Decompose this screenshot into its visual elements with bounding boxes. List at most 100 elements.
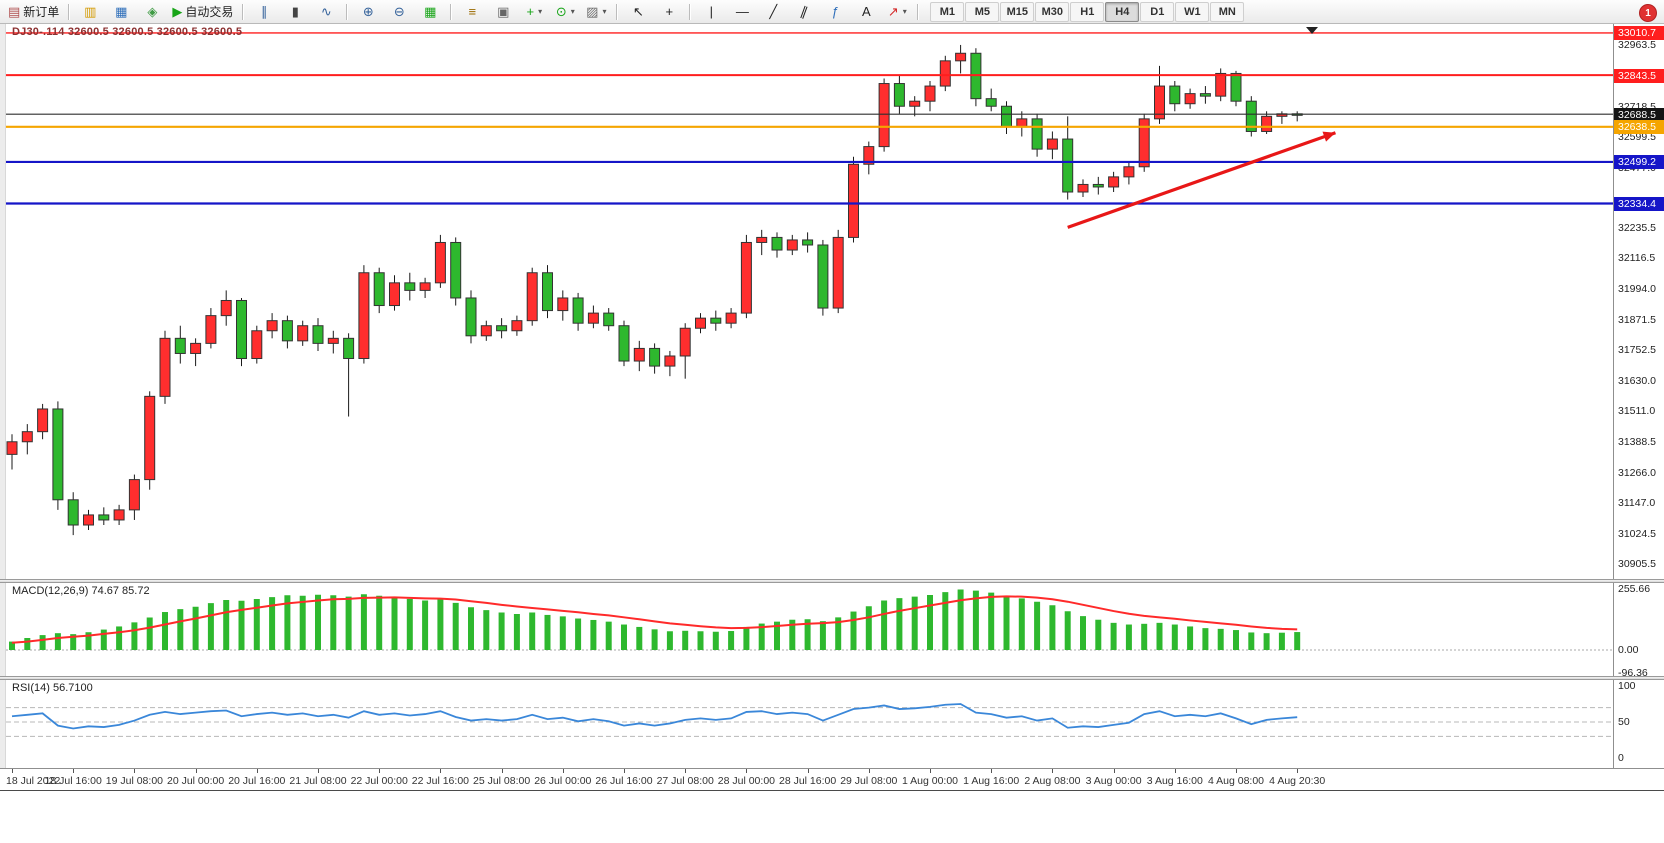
trend-arrow[interactable]	[1067, 131, 1336, 229]
panel-separator[interactable]	[0, 579, 1664, 583]
add-indicator-button[interactable]: +	[519, 1, 549, 23]
bar-chart-icon: ∥	[261, 4, 268, 19]
price-tick: 32963.5	[1618, 38, 1656, 51]
price-badge: 32499.2	[1614, 155, 1664, 170]
timeframe-H4[interactable]: H4	[1105, 1, 1140, 22]
zoom-in-button[interactable]: ⊕	[353, 1, 383, 23]
timeframe-M5[interactable]: M5	[965, 1, 1000, 22]
time-label: 22 Jul 00:00	[350, 775, 408, 787]
zoom-in-icon: ⊕	[362, 4, 374, 19]
main-chart-plot[interactable]	[6, 24, 1613, 579]
template-icon: ▨	[586, 4, 599, 19]
time-axis-tick	[440, 769, 442, 773]
candle	[955, 44, 967, 74]
notification-badge[interactable]: 1	[1639, 4, 1657, 22]
timeframe-M1[interactable]: M1	[930, 1, 965, 22]
candle	[373, 267, 385, 314]
candle	[266, 313, 278, 339]
price-badge: 32334.4	[1614, 197, 1664, 212]
cursor-button[interactable]: ↖	[623, 1, 653, 23]
candle	[557, 290, 569, 321]
candle	[603, 308, 615, 331]
arrows-button[interactable]: ↗	[882, 1, 912, 23]
indicators-button[interactable]: ≡	[457, 1, 487, 23]
clock-icon: ⊙	[555, 4, 567, 19]
window-edge	[0, 24, 6, 791]
navigator-button[interactable]: ◈	[137, 1, 167, 23]
crosshair-button[interactable]: +	[654, 1, 684, 23]
zoom-out-button[interactable]: ⊖	[384, 1, 414, 23]
text-button[interactable]: A	[851, 1, 881, 23]
candlestick-chart-button[interactable]: ▮	[280, 1, 310, 23]
candle	[419, 277, 431, 298]
data-window-icon: ▦	[115, 4, 128, 19]
time-label: 1 Aug 00:00	[901, 775, 959, 787]
chart-shift-marker[interactable]	[1306, 27, 1318, 34]
candle	[190, 338, 202, 367]
timeframe-M30[interactable]: M30	[1035, 1, 1070, 22]
line-chart-icon: ∿	[320, 4, 332, 19]
time-label: 1 Aug 16:00	[963, 775, 1020, 787]
candle	[1016, 111, 1028, 137]
autotrading-button[interactable]: ▶ 自动交易	[168, 1, 237, 23]
toolbar-separator	[68, 3, 71, 20]
toolbar-separator	[346, 3, 349, 20]
time-label: 26 Jul 16:00	[595, 775, 653, 787]
candle	[740, 234, 752, 319]
price-badge: 33010.7	[1614, 26, 1664, 41]
horizontal-line-button[interactable]: —	[727, 1, 757, 23]
data-window-button[interactable]: ▦	[106, 1, 136, 23]
market-watch-button[interactable]: ▥	[75, 1, 105, 23]
candle	[465, 290, 477, 344]
time-axis-tick	[1236, 769, 1237, 773]
time-axis-tick	[195, 769, 197, 773]
candle	[542, 265, 553, 319]
candle	[1169, 81, 1181, 112]
time-label: 22 Jul 16:00	[411, 775, 469, 787]
timeframe-MN[interactable]: MN	[1210, 1, 1245, 22]
arrow-object-icon: ↗	[887, 4, 899, 19]
candle	[480, 320, 492, 341]
candle	[863, 141, 875, 175]
price-badge: 32688.5	[1614, 107, 1664, 122]
new-order-button[interactable]: ▤ 新订单	[4, 1, 63, 23]
price-tick: 31752.5	[1618, 344, 1656, 357]
templates-button[interactable]: ▨	[581, 1, 611, 23]
macd-scale-value: 255.66	[1618, 582, 1651, 595]
candle	[343, 333, 355, 417]
candle	[633, 340, 645, 372]
toolbar-separator	[616, 3, 619, 20]
candle	[771, 232, 783, 258]
candle	[756, 229, 768, 256]
rsi-panel[interactable]	[6, 680, 1613, 768]
candle	[251, 325, 263, 364]
vertical-line-button[interactable]: |	[696, 1, 726, 23]
price-axis[interactable]: 32963.532718.532599.532477.032235.532116…	[1613, 24, 1664, 768]
candle	[1261, 111, 1273, 134]
objects-list-button[interactable]: ▣	[488, 1, 518, 23]
panel-separator[interactable]	[0, 676, 1664, 680]
candle	[832, 229, 844, 314]
timeframe-D1[interactable]: D1	[1140, 1, 1175, 22]
macd-panel[interactable]	[6, 583, 1613, 676]
candle	[572, 292, 584, 331]
trendline-button[interactable]: ╱	[758, 1, 788, 23]
timeframe-H1[interactable]: H1	[1070, 1, 1105, 22]
time-label: 20 Jul 16:00	[228, 775, 286, 787]
channel-button[interactable]: ∥	[789, 1, 819, 23]
periods-button[interactable]: ⊙	[550, 1, 580, 23]
time-axis[interactable]: 18 Jul 2022 18 Jul 16:00 19 Jul 08:00 20 Ju…	[0, 768, 1664, 791]
time-axis-tick	[12, 769, 13, 773]
price-tick: 31266.0	[1618, 467, 1656, 480]
bar-chart-button[interactable]: ∥	[249, 1, 279, 23]
fibonacci-button[interactable]: ƒ	[820, 1, 850, 23]
line-chart-button[interactable]: ∿	[311, 1, 341, 23]
timeframe-M15[interactable]: M15	[1000, 1, 1035, 22]
macd-scale-value: 0.00	[1618, 644, 1639, 656]
time-label: 28 Jul 00:00	[717, 775, 775, 787]
timeframe-W1[interactable]: W1	[1175, 1, 1210, 22]
candle	[526, 267, 538, 326]
candle	[679, 323, 691, 379]
tile-windows-button[interactable]: ▦	[415, 1, 445, 23]
toolbar: ▤新订单▥▦◈▶自动交易∥▮∿⊕⊖▦≡▣+⊙▨↖+|—╱∥ƒA↗M1M5M15M…	[0, 0, 1664, 24]
